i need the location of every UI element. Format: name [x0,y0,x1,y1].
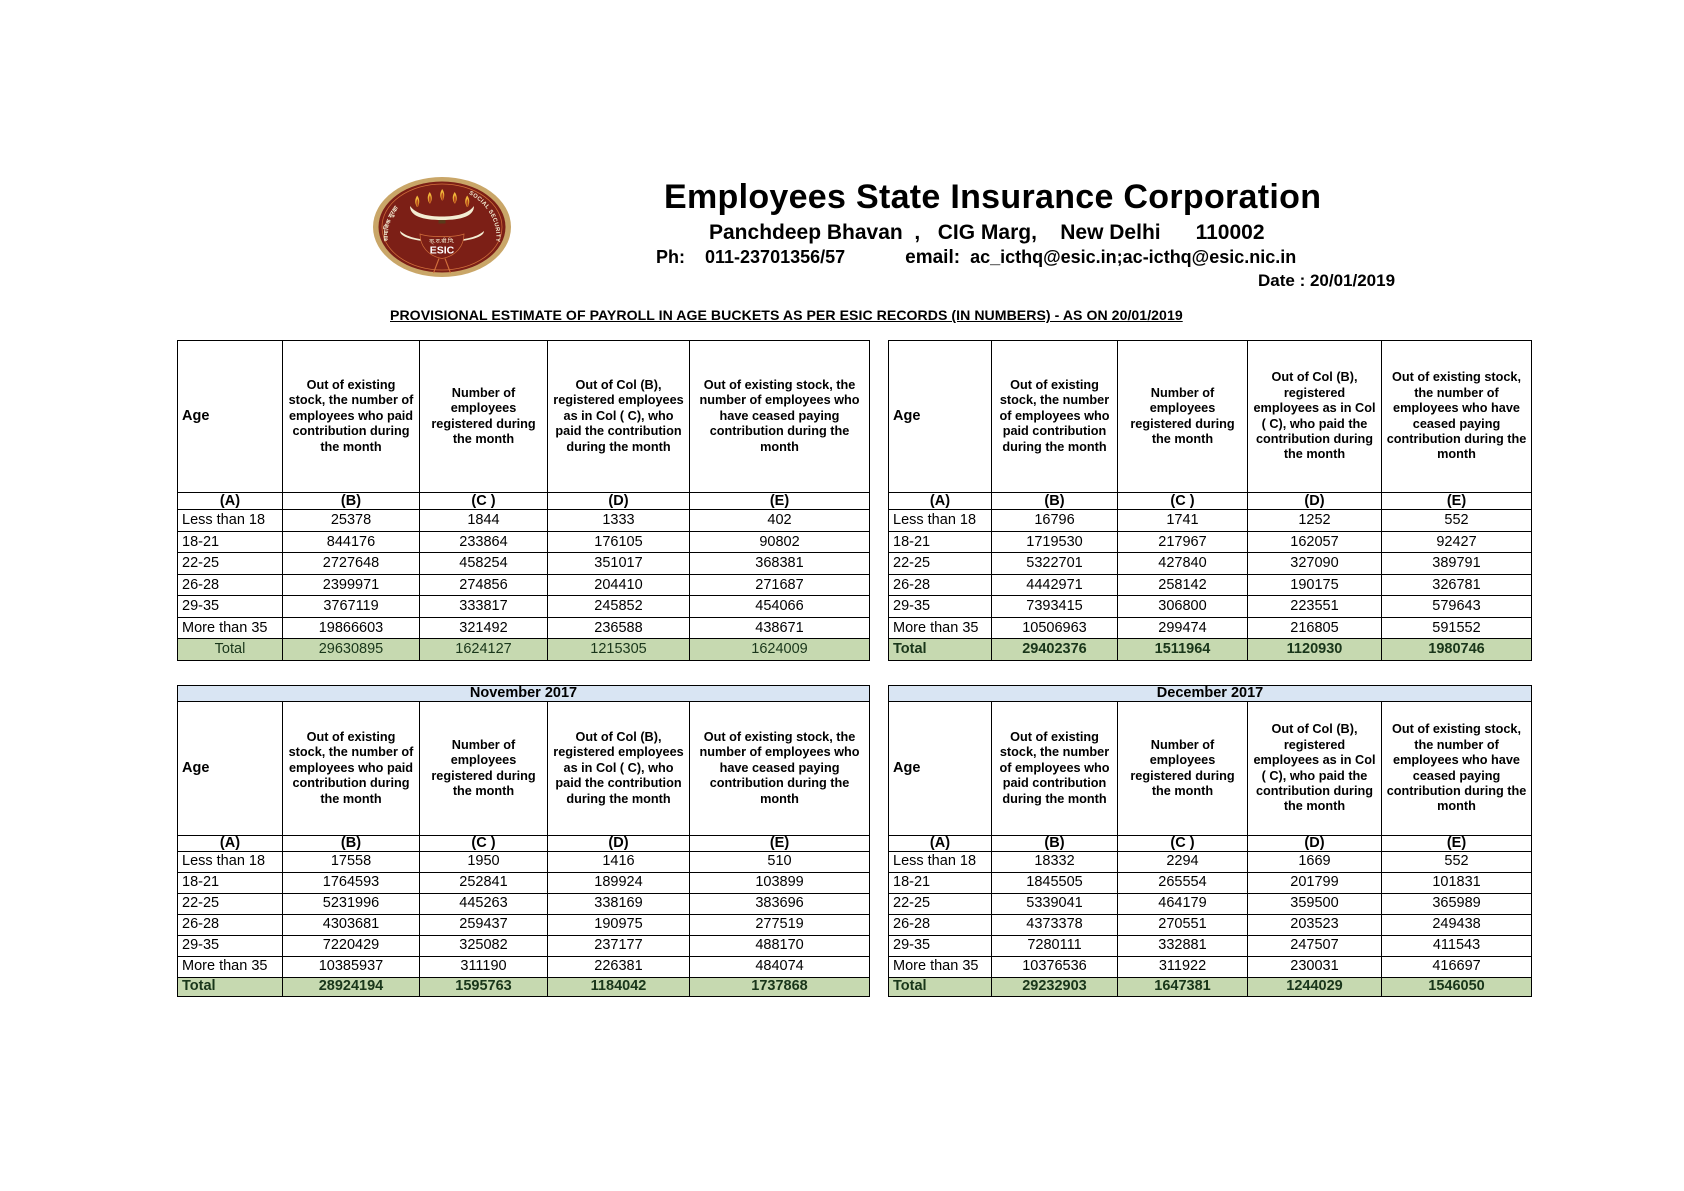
svg-text:ESIC: ESIC [430,245,455,257]
